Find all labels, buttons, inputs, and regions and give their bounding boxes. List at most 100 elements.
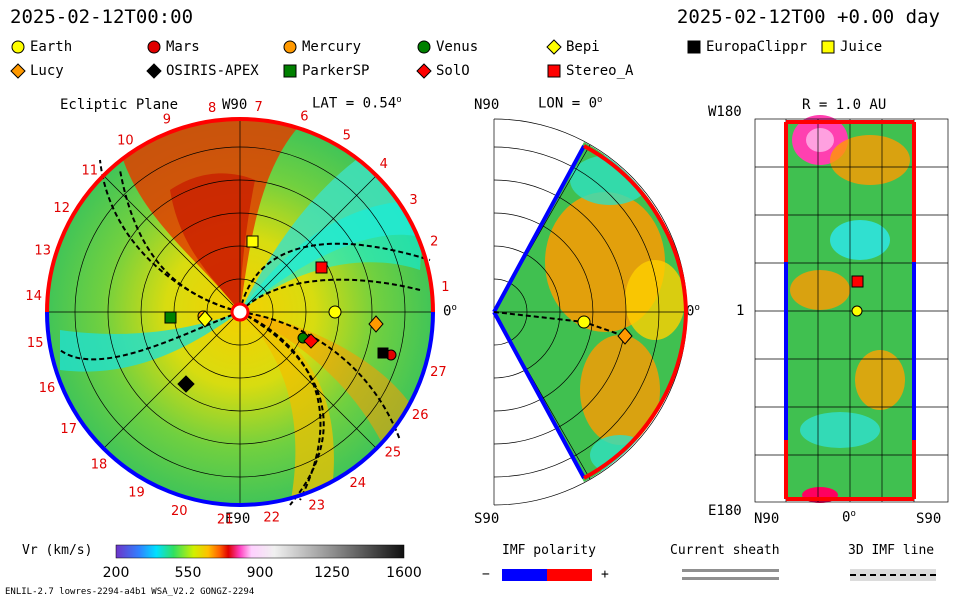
legend-item-mercury: Mercury <box>282 39 361 55</box>
legend-item-label: EuropaClippr <box>706 39 808 55</box>
sector-number: 8 <box>208 101 216 116</box>
square-icon <box>687 40 701 54</box>
sector-number: 22 <box>263 511 280 526</box>
sector-number: 4 <box>380 157 388 172</box>
circle-icon <box>283 40 297 54</box>
radial-polarity-edges <box>784 120 916 501</box>
current-sheath-swatch-top <box>682 569 779 572</box>
meridional-right-label: 0o <box>686 303 700 320</box>
ecliptic-bottom-label: E90 <box>225 511 251 527</box>
sector-number: 19 <box>128 485 145 500</box>
legend-item-europaclippr: EuropaClippr <box>686 39 807 55</box>
circle-icon <box>147 40 161 54</box>
square-icon <box>283 64 297 78</box>
legend-item-label: Lucy <box>30 63 64 79</box>
sector-number: 10 <box>117 134 134 149</box>
osiris-apex-marker <box>177 375 195 393</box>
ecliptic-right-label: 0o <box>443 303 457 320</box>
ecliptic-title: Ecliptic Plane <box>60 97 179 113</box>
colorbar-gradient <box>115 544 405 559</box>
sector-number: 3 <box>409 193 417 208</box>
colorbar-label: Vr (km/s) <box>22 543 93 558</box>
radial-mid-left-label: 1 <box>736 303 745 319</box>
sector-number: 20 <box>171 504 188 519</box>
radial-earth-marker <box>851 305 863 317</box>
ecliptic-lat-label: LAT = 0.54o <box>312 95 402 112</box>
square-icon <box>821 40 835 54</box>
europa-clipper-marker <box>377 347 389 359</box>
solo-marker <box>303 333 319 349</box>
legend-item-juice: Juice <box>820 39 882 55</box>
sector-number: 7 <box>255 100 263 115</box>
legend-item-label: SolO <box>436 63 470 79</box>
sector-number: 25 <box>385 446 402 461</box>
sector-number: 23 <box>308 498 325 513</box>
legend-item-parkersp: ParkerSP <box>282 63 369 79</box>
left-timestamp: 2025-02-12T00:00 <box>10 6 194 28</box>
ecliptic-top-label: W90 <box>222 97 248 113</box>
sector-number: 9 <box>163 112 171 127</box>
legend-item-label: OSIRIS-APEX <box>166 63 259 79</box>
current-sheath-swatch-bottom <box>682 577 779 580</box>
legend-item-label: ParkerSP <box>302 63 370 79</box>
sector-number: 1 <box>441 280 449 295</box>
model-footer: ENLIL-2.7 lowres-2294-a4b1 WSA_V2.2 GONG… <box>5 587 255 597</box>
sector-number: 26 <box>412 408 429 423</box>
legend-item-label: Juice <box>840 39 883 55</box>
meridional-bottom-label: S90 <box>474 511 500 527</box>
legend-item-bepi: Bepi <box>546 39 600 55</box>
sun-marker <box>230 302 250 322</box>
sector-number: 18 <box>91 458 108 473</box>
diamond-icon <box>146 63 162 79</box>
meridional-lon-label: LON = 0o <box>538 95 603 112</box>
radial-bottom-n90: N90 <box>754 511 780 527</box>
right-timestamp: 2025-02-12T00 +0.00 day <box>676 6 940 28</box>
stereo-a-marker <box>315 261 328 274</box>
radial-title: R = 1.0 AU <box>802 97 887 113</box>
sector-number: 27 <box>430 365 447 380</box>
legend-item-label: Bepi <box>566 39 600 55</box>
legend-item-label: Venus <box>436 39 479 55</box>
sector-number: 17 <box>60 422 77 437</box>
sector-number: 5 <box>343 129 351 144</box>
legend-item-earth: Earth <box>10 39 72 55</box>
meridional-top-label: N90 <box>474 97 500 113</box>
legend-item-label: Stereo_A <box>566 63 634 79</box>
lucy-marker <box>368 315 384 333</box>
colorbar-tick-label: 200 <box>103 565 130 581</box>
ecliptic-polarity-ring <box>45 117 435 507</box>
circle-icon <box>11 40 25 54</box>
legend-item-venus: Venus <box>416 39 478 55</box>
colorbar-ticks: 200 550 900 1250 1600 <box>103 565 422 581</box>
legend-item-label: Mercury <box>302 39 362 55</box>
colorbar-tick-label: 900 <box>247 565 274 581</box>
imf-polarity-plus: + <box>601 567 609 582</box>
radial-bottom-left-label: E180 <box>708 503 742 519</box>
imf-polarity-negative-swatch <box>502 569 547 581</box>
imf-line-label: 3D IMF line <box>848 543 935 558</box>
earth-marker <box>328 305 342 319</box>
diamond-icon <box>546 39 562 55</box>
bepi-marker <box>197 310 213 328</box>
legend-item-mars: Mars <box>146 39 200 55</box>
diamond-icon <box>416 63 432 79</box>
colorbar-tick-label: 550 <box>175 565 202 581</box>
imf-polarity-label: IMF polarity <box>502 543 596 558</box>
sector-number: 12 <box>53 201 70 216</box>
square-icon <box>547 64 561 78</box>
sector-number: 14 <box>25 289 42 304</box>
radial-stereo-a-marker <box>851 275 864 288</box>
ecliptic-imf-lines <box>59 159 431 506</box>
sector-number: 13 <box>34 243 51 258</box>
imf-polarity-minus: − <box>482 567 490 582</box>
sector-number: 2 <box>430 235 438 250</box>
legend-item-label: Earth <box>30 39 73 55</box>
colorbar-tick-label: 1250 <box>314 565 350 581</box>
meridional-plane <box>494 142 686 482</box>
legend-item-label: Mars <box>166 39 200 55</box>
current-sheath-label: Current sheath <box>670 543 780 558</box>
imf-polarity-positive-swatch <box>547 569 592 581</box>
sector-number: 21 <box>217 513 234 528</box>
meridional-polarity-edges <box>492 144 688 480</box>
